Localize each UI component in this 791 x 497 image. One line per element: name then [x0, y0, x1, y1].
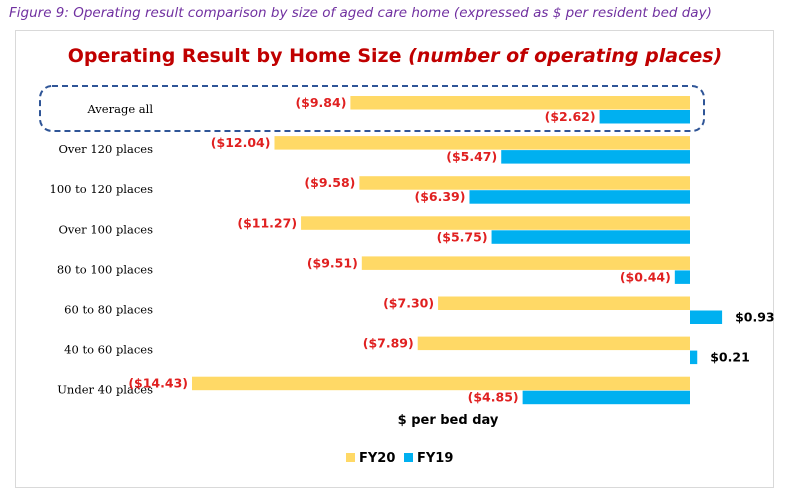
data-label-fy20-80-to-100-places: ($9.51): [307, 255, 358, 270]
data-label-fy19-over-100-places: ($5.75): [437, 229, 488, 244]
bar-fy20-over-100-places: [301, 216, 690, 230]
category-label-over-120-places: Over 120 places: [58, 142, 153, 156]
legend-label-fy19: FY19: [417, 451, 453, 466]
bar-fy20-100-to-120-places: [359, 176, 690, 190]
bar-fy19-80-to-100-places: [674, 270, 690, 284]
bar-fy20-40-to-60-places: [417, 336, 690, 351]
bar-fy20-average-all: [350, 96, 690, 110]
category-label-60-to-80-places: 60 to 80 places: [64, 303, 153, 317]
data-label-fy19-40-to-60-places: $0.21: [710, 350, 750, 365]
data-label-fy20-over-100-places: ($11.27): [237, 215, 297, 230]
bar-fy20-80-to-100-places: [361, 256, 690, 270]
category-label-40-to-60-places: 40 to 60 places: [64, 343, 153, 357]
category-label-80-to-100-places: 80 to 100 places: [57, 262, 153, 276]
bar-fy20-60-to-80-places: [438, 296, 690, 310]
bar-fy19-60-to-80-places: [690, 310, 723, 324]
x-axis-title: $ per bed day: [398, 413, 499, 428]
chart-title-italic: (number of operating places): [408, 45, 722, 67]
legend-label-fy20: FY20: [359, 451, 395, 466]
bar-fy19-over-100-places: [491, 230, 690, 244]
chart-frame: [15, 30, 774, 488]
category-label-average-all: Average all: [86, 102, 153, 116]
data-label-fy19-average-all: ($2.62): [545, 109, 596, 124]
chart-title-main: Operating Result by Home Size: [68, 45, 402, 67]
data-label-fy20-60-to-80-places: ($7.30): [383, 296, 434, 311]
chart-title: Operating Result by Home Size (number of…: [68, 45, 722, 67]
legend-swatch-fy20: [346, 453, 355, 462]
bar-fy20-under-40-places: [192, 376, 690, 391]
highlight-box: [39, 85, 705, 132]
data-label-fy19-60-to-80-places: $0.93: [735, 310, 775, 325]
category-label-100-to-120-places: 100 to 120 places: [50, 182, 154, 196]
category-label-over-100-places: Over 100 places: [58, 222, 153, 236]
data-label-fy20-average-all: ($9.84): [295, 95, 346, 110]
data-label-fy20-under-40-places: ($14.43): [128, 376, 188, 391]
bar-fy20-over-120-places: [274, 136, 690, 150]
bar-fy19-under-40-places: [522, 390, 690, 405]
bar-fy19-40-to-60-places: [690, 350, 698, 365]
data-label-fy20-over-120-places: ($12.04): [211, 135, 271, 150]
bar-fy19-100-to-120-places: [469, 190, 690, 204]
data-label-fy20-100-to-120-places: ($9.58): [304, 175, 355, 190]
legend-swatch-fy19: [404, 453, 413, 462]
data-label-fy19-80-to-100-places: ($0.44): [620, 269, 671, 284]
data-label-fy20-40-to-60-places: ($7.89): [363, 336, 414, 351]
category-label-under-40-places: Under 40 places: [57, 383, 153, 397]
figure-caption: Figure 9: Operating result comparison by…: [9, 5, 712, 21]
bar-fy19-over-120-places: [501, 150, 690, 164]
bar-fy19-average-all: [599, 110, 690, 124]
data-label-fy19-over-120-places: ($5.47): [446, 149, 497, 164]
data-label-fy19-100-to-120-places: ($6.39): [415, 189, 466, 204]
data-label-fy19-under-40-places: ($4.85): [468, 390, 519, 405]
